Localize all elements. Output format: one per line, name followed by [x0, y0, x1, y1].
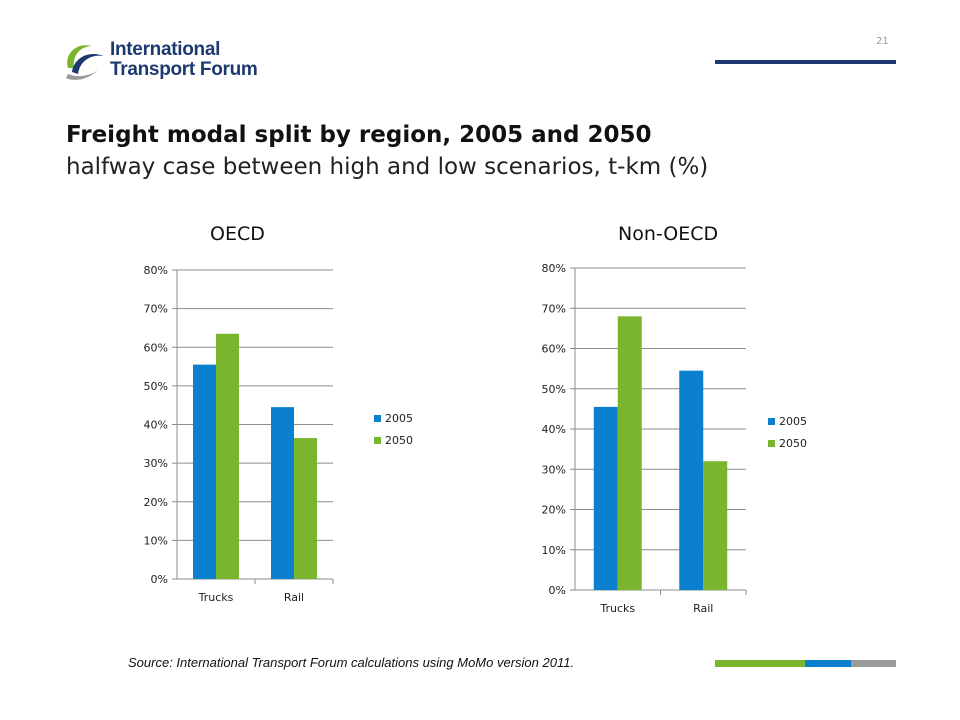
y-tick-label: 0%	[549, 584, 566, 597]
bar-rail-2050	[703, 461, 728, 590]
bar-trucks-2050	[617, 316, 642, 590]
y-tick-label: 60%	[144, 341, 168, 354]
page-number: 21	[876, 36, 889, 47]
bar-rail-2050	[294, 438, 317, 579]
y-tick-label: 40%	[542, 423, 566, 436]
legend-swatch-2050	[374, 437, 381, 444]
itf-logo: International Transport Forum	[62, 38, 262, 86]
y-tick-label: 30%	[144, 457, 168, 470]
x-tick-label: Rail	[284, 591, 304, 604]
legend-label-2050: 2050	[779, 437, 807, 450]
legend-swatch-2005	[374, 415, 381, 422]
y-tick-label: 40%	[144, 419, 168, 432]
y-tick-label: 10%	[144, 534, 168, 547]
bar-rail-2005	[679, 370, 704, 590]
legend-label-2005: 2005	[779, 415, 807, 428]
logo-line-1: International	[110, 39, 221, 60]
chart-title-non-oecd: Non-OECD	[618, 223, 719, 245]
bar-rail-2005	[271, 407, 294, 579]
itf-logo-icon	[66, 45, 104, 80]
bar-trucks-2050	[216, 333, 239, 579]
y-tick-label: 50%	[542, 383, 566, 396]
bottom-bar-blue	[805, 660, 851, 667]
chart-title-oecd: OECD	[210, 223, 265, 245]
y-tick-label: 10%	[542, 544, 566, 557]
bottom-bar-gray	[851, 660, 896, 667]
y-tick-label: 50%	[144, 380, 168, 393]
bottom-bar-green	[715, 660, 805, 667]
y-tick-label: 20%	[144, 496, 168, 509]
legend-label-2005: 2005	[385, 412, 413, 425]
y-tick-label: 30%	[542, 463, 566, 476]
top-rule	[715, 60, 896, 64]
bar-trucks-2005	[193, 364, 216, 579]
slide-subtitle: halfway case between high and low scenar…	[66, 154, 709, 180]
y-tick-label: 70%	[144, 303, 168, 316]
legend-label-2050: 2050	[385, 434, 413, 447]
logo-line-2: Transport Forum	[110, 59, 258, 80]
x-tick-label: Trucks	[198, 591, 234, 604]
y-tick-label: 60%	[542, 343, 566, 356]
source-note: Source: International Transport Forum ca…	[128, 655, 575, 670]
x-tick-label: Trucks	[599, 602, 635, 615]
logo-wordmark: International Transport Forum	[110, 40, 258, 80]
slide-title: Freight modal split by region, 2005 and …	[66, 122, 652, 148]
y-tick-label: 70%	[542, 302, 566, 315]
y-tick-label: 80%	[542, 262, 566, 275]
legend-swatch-2005	[768, 418, 775, 425]
legend-swatch-2050	[768, 440, 775, 447]
y-tick-label: 20%	[542, 504, 566, 517]
y-tick-label: 0%	[151, 573, 168, 586]
x-tick-label: Rail	[693, 602, 713, 615]
bar-trucks-2005	[593, 406, 618, 590]
y-tick-label: 80%	[144, 264, 168, 277]
